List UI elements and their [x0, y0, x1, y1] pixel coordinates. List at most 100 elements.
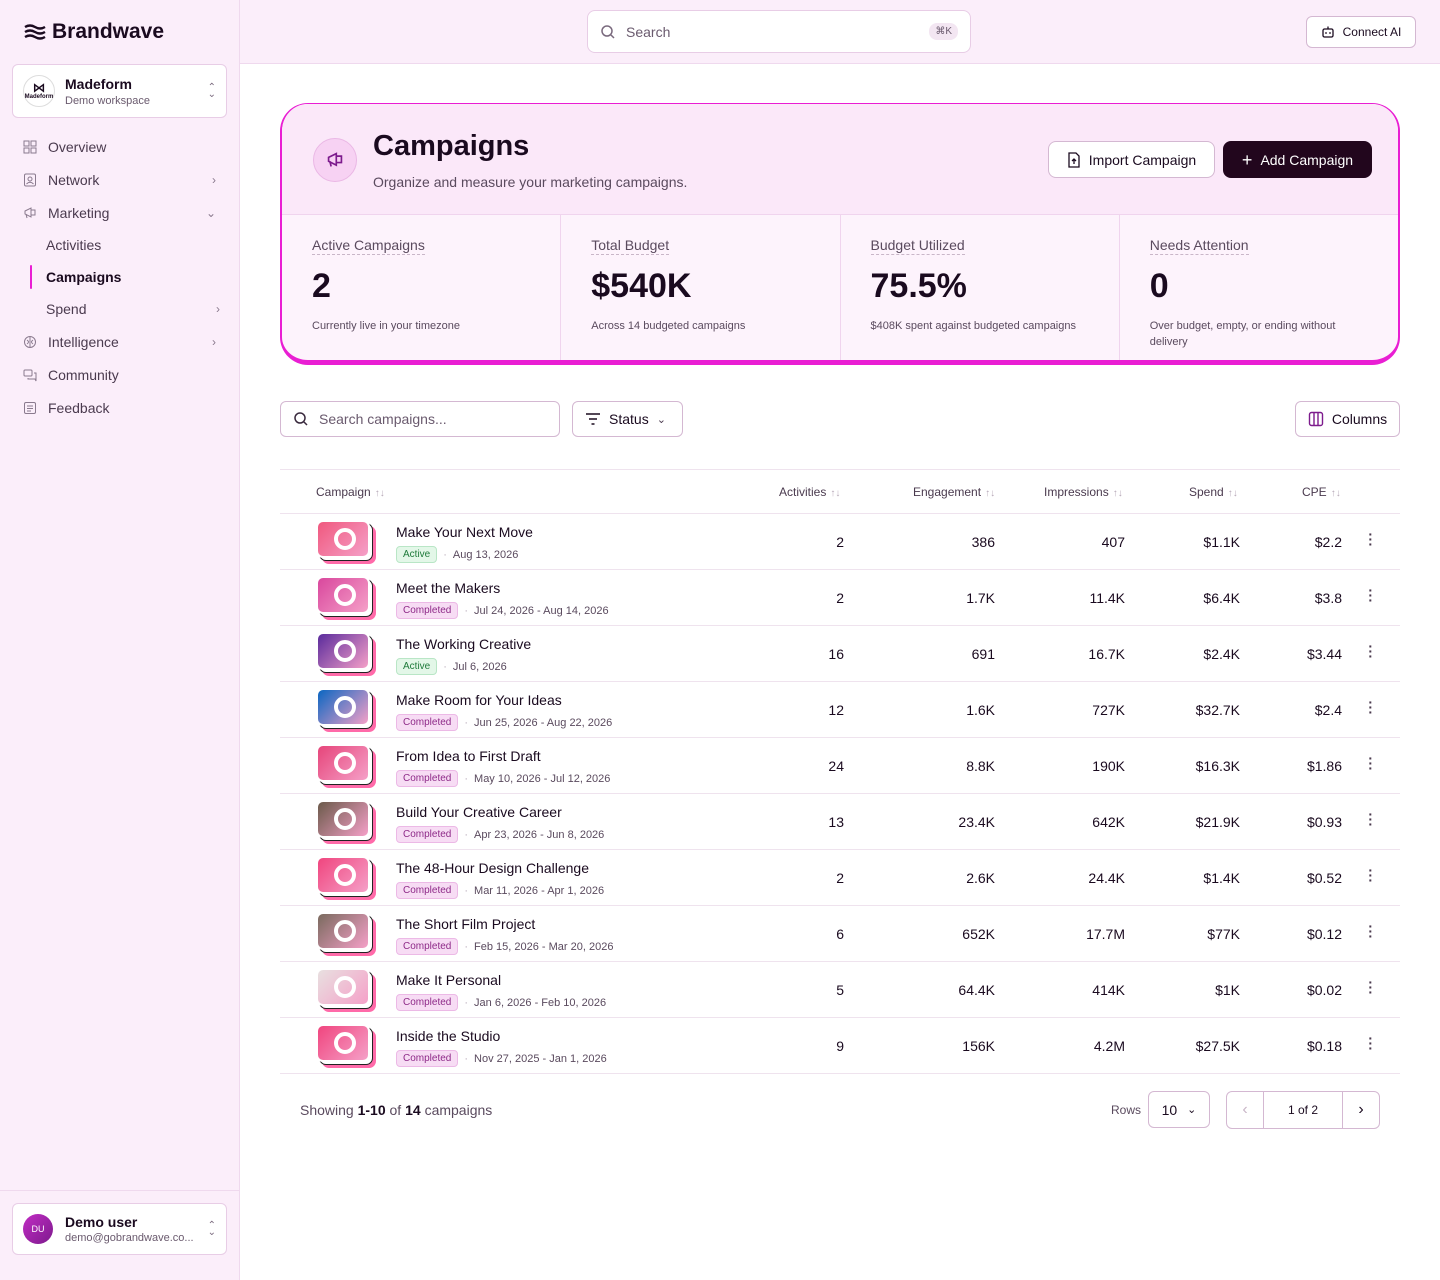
column-header-label: CPE — [1302, 485, 1327, 499]
campaign-dates: Feb 15, 2026 - Mar 20, 2026 — [474, 940, 614, 953]
campaign-name[interactable]: The Working Creative — [396, 636, 532, 652]
more-vertical-icon[interactable]: · · · — [1368, 526, 1373, 552]
summary-range: 1-10 — [357, 1102, 386, 1118]
stat-label[interactable]: Needs Attention — [1149, 237, 1249, 255]
campaign-name[interactable]: Make It Personal — [396, 972, 502, 988]
table-row[interactable]: From Idea to First Draft Completed · May… — [280, 738, 1400, 794]
table-row[interactable]: The Working Creative Active · Jul 6, 202… — [280, 626, 1400, 682]
connect-ai-label: Connect AI — [1342, 25, 1402, 39]
status-filter-button[interactable]: Status ⌄ — [572, 401, 683, 437]
columns-icon — [1308, 411, 1324, 427]
sidebar-item-feedback[interactable]: Feedback — [0, 391, 240, 424]
column-header-engagement[interactable]: Engagement ↑↓ — [913, 485, 995, 499]
sidebar-item-spend[interactable]: Spend › — [0, 293, 240, 325]
workspace-name: Madeform — [65, 75, 132, 92]
status-badge: Completed — [396, 826, 459, 843]
import-campaign-button[interactable]: Import Campaign — [1048, 141, 1215, 178]
campaign-dates: Nov 27, 2025 - Jan 1, 2026 — [474, 1052, 607, 1065]
campaign-dates: Jul 24, 2026 - Aug 14, 2026 — [474, 604, 609, 617]
sort-icon: ↑↓ — [985, 488, 996, 499]
status-badge: Active — [396, 546, 438, 563]
cell-activities: 13 — [828, 814, 844, 830]
brand-logo[interactable]: Brandwave — [24, 20, 164, 44]
sidebar-item-network[interactable]: Network › — [0, 163, 240, 196]
campaign-name[interactable]: The 48-Hour Design Challenge — [396, 860, 589, 876]
brain-icon — [22, 334, 38, 350]
status-badge: Completed — [396, 602, 459, 619]
more-vertical-icon[interactable]: · · · — [1368, 918, 1373, 944]
cell-impressions: 16.7K — [1088, 646, 1125, 662]
more-vertical-icon[interactable]: · · · — [1368, 862, 1373, 888]
more-vertical-icon[interactable]: · · · — [1368, 974, 1373, 1000]
campaign-name[interactable]: Build Your Creative Career — [396, 804, 562, 820]
column-header-cpe[interactable]: CPE ↑↓ — [1302, 485, 1341, 499]
more-vertical-icon[interactable]: · · · — [1368, 806, 1373, 832]
column-header-activities[interactable]: Activities ↑↓ — [779, 485, 840, 499]
workspace-logo-text: Madeform — [24, 94, 54, 100]
sidebar-item-community[interactable]: Community — [0, 358, 240, 391]
separator-dot: · — [464, 772, 469, 785]
more-vertical-icon[interactable]: · · · — [1368, 750, 1373, 776]
stat-label[interactable]: Budget Utilized — [870, 237, 965, 255]
previous-page-button[interactable]: ‹ — [1227, 1092, 1264, 1128]
columns-button[interactable]: Columns — [1295, 401, 1400, 437]
campaign-name[interactable]: From Idea to First Draft — [396, 748, 541, 764]
sidebar-item-intelligence[interactable]: Intelligence › — [0, 325, 240, 358]
chevron-right-icon: › — [216, 302, 220, 316]
column-header-label: Engagement — [913, 485, 982, 499]
sidebar-item-campaigns[interactable]: Campaigns — [0, 261, 240, 293]
table-row[interactable]: Meet the Makers Completed · Jul 24, 2026… — [280, 570, 1400, 626]
column-header-spend[interactable]: Spend ↑↓ — [1189, 485, 1238, 499]
campaigns-table: Campaign ↑↓ Activities ↑↓ Engagement ↑↓ Imp… — [280, 469, 1400, 1074]
user-menu[interactable]: DU Demo user demo@gobrandwave.co... ⌃ ⌄ — [12, 1203, 227, 1255]
cell-impressions: 11.4K — [1089, 590, 1125, 606]
stat-label[interactable]: Total Budget — [591, 237, 670, 255]
more-vertical-icon[interactable]: · · · — [1368, 694, 1373, 720]
more-vertical-icon[interactable]: · · · — [1368, 638, 1373, 664]
columns-label: Columns — [1331, 411, 1388, 427]
table-row[interactable]: Make Your Next Move Active · Aug 13, 202… — [280, 514, 1400, 570]
column-header-impressions[interactable]: Impressions ↑↓ — [1044, 485, 1123, 499]
column-header-campaign[interactable]: Campaign ↑↓ — [316, 485, 385, 499]
sidebar-item-overview[interactable]: Overview — [0, 130, 240, 163]
cell-spend: $32.7K — [1195, 702, 1240, 718]
campaign-name[interactable]: The Short Film Project — [396, 916, 536, 932]
table-row[interactable]: Make Room for Your Ideas Completed · Jun… — [280, 682, 1400, 738]
stat-note: Across 14 budgeted campaigns — [591, 320, 746, 332]
cell-activities: 2 — [836, 534, 844, 550]
add-campaign-button[interactable]: + Add Campaign — [1223, 141, 1372, 178]
campaign-dates: Jul 6, 2026 — [452, 660, 507, 673]
table-row[interactable]: The 48-Hour Design Challenge Completed ·… — [280, 850, 1400, 906]
campaign-name[interactable]: Make Your Next Move — [396, 524, 533, 540]
rows-per-page-select[interactable]: 10 ⌄ — [1148, 1091, 1210, 1128]
campaign-name[interactable]: Make Room for Your Ideas — [396, 692, 562, 708]
stat-note: $408K spent against budgeted campaigns — [870, 320, 1077, 332]
table-row[interactable]: Inside the Studio Completed · Nov 27, 20… — [280, 1018, 1400, 1074]
sidebar-item-marketing[interactable]: Marketing ⌄ — [0, 196, 240, 229]
search-icon — [601, 24, 615, 39]
stats-row: Active Campaigns 2 Currently live in you… — [282, 215, 1398, 360]
table-row[interactable]: Make It Personal Completed · Jan 6, 2026… — [280, 962, 1400, 1018]
global-search-input[interactable]: Search ⌘K — [587, 10, 971, 53]
campaign-search-input[interactable]: Search campaigns... — [280, 401, 560, 437]
workspace-switcher[interactable]: ⋈ Madeform Madeform Demo workspace ⌃ ⌄ — [12, 64, 227, 118]
campaign-name[interactable]: Inside the Studio — [396, 1028, 501, 1044]
cell-impressions: 24.4K — [1088, 870, 1125, 886]
plus-icon: + — [1241, 149, 1253, 170]
cell-spend: $1.1K — [1203, 534, 1240, 550]
next-page-button[interactable]: › — [1342, 1092, 1379, 1128]
more-vertical-icon[interactable]: · · · — [1368, 1030, 1373, 1056]
table-row[interactable]: Build Your Creative Career Completed · A… — [280, 794, 1400, 850]
chevron-up-down-icon: ⌃ ⌄ — [207, 1220, 216, 1238]
stat-label[interactable]: Active Campaigns — [312, 237, 425, 255]
more-vertical-icon[interactable]: · · · — [1368, 582, 1373, 608]
file-upload-icon — [1068, 151, 1080, 168]
workspace-logo: ⋈ Madeform — [23, 75, 55, 107]
campaign-meta: Completed · Apr 23, 2026 - Jun 8, 2026 — [396, 826, 604, 843]
pagination-summary: Showing 1-10 of 14 campaigns — [300, 1102, 492, 1118]
table-row[interactable]: The Short Film Project Completed · Feb 1… — [280, 906, 1400, 962]
campaign-name[interactable]: Meet the Makers — [396, 580, 501, 596]
sidebar-item-activities[interactable]: Activities — [0, 229, 240, 261]
connect-ai-button[interactable]: Connect AI — [1306, 16, 1416, 48]
campaign-dates: Jan 6, 2026 - Feb 10, 2026 — [474, 996, 607, 1009]
